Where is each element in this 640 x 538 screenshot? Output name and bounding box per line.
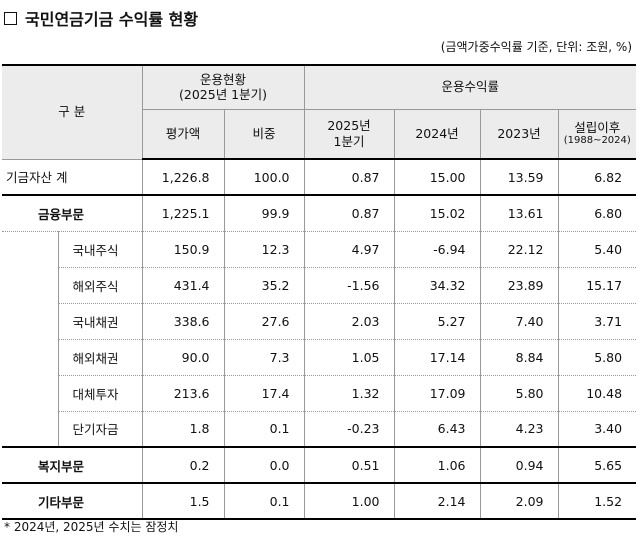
returns-table: 구 분 운용현황 (2025년 1분기) 운용수익률 평가액 비중 2025년 …	[2, 64, 637, 520]
row-label: 국내채권	[58, 303, 143, 340]
cell-2024: 2.14	[394, 482, 481, 520]
cell-weight: 27.6	[224, 303, 305, 340]
cell-2025q1: 0.87	[304, 159, 395, 196]
cell-value: 1.5	[142, 482, 225, 520]
cell-since: 15.17	[558, 267, 637, 304]
cell-2025q1: 2.03	[304, 303, 395, 340]
cell-value: 90.0	[142, 339, 225, 376]
header-since: 설립이후 (1988~2024)	[558, 109, 637, 160]
header-2024: 2024년	[394, 109, 481, 160]
cell-value: 1,225.1	[142, 195, 225, 232]
row-label: 국내주식	[58, 231, 143, 268]
cell-2023: 23.89	[480, 267, 559, 304]
cell-weight: 100.0	[224, 159, 305, 196]
header-holdings-group: 운용현황 (2025년 1분기)	[142, 64, 305, 110]
header-returns-group: 운용수익률	[304, 64, 637, 110]
cell-weight: 17.4	[224, 375, 305, 412]
unit-note: (금액가중수익률 기준, 단위: 조원, %)	[440, 40, 632, 54]
cell-since: 1.52	[558, 482, 637, 520]
title-text: 국민연금기금 수익률 현황	[25, 10, 199, 29]
cell-2024: 15.02	[394, 195, 481, 232]
cell-weight: 12.3	[224, 231, 305, 268]
cell-2023: 7.40	[480, 303, 559, 340]
cell-2024: -6.94	[394, 231, 481, 268]
cell-value: 150.9	[142, 231, 225, 268]
row-label: 단기자금	[58, 411, 143, 448]
row-label: 복지부문	[2, 446, 143, 483]
cell-2025q1: 0.51	[304, 446, 395, 483]
cell-2025q1: 4.97	[304, 231, 395, 268]
cell-2024: 17.14	[394, 339, 481, 376]
header-value: 평가액	[142, 109, 225, 160]
cell-since: 3.40	[558, 411, 637, 448]
cell-2024: 6.43	[394, 411, 481, 448]
cell-2025q1: 0.87	[304, 195, 395, 232]
checkbox-square-icon	[4, 12, 17, 25]
cell-2024: 5.27	[394, 303, 481, 340]
row-label: 금융부문	[2, 195, 143, 232]
row-label: 대체투자	[58, 375, 143, 412]
row-label: 해외주식	[58, 267, 143, 304]
cell-weight: 7.3	[224, 339, 305, 376]
cell-since: 6.82	[558, 159, 637, 196]
row-label: 기금자산 계	[2, 159, 143, 196]
cell-weight: 0.1	[224, 411, 305, 448]
cell-weight: 99.9	[224, 195, 305, 232]
cell-2025q1: 1.00	[304, 482, 395, 520]
cell-2024: 15.00	[394, 159, 481, 196]
cell-value: 0.2	[142, 446, 225, 483]
cell-2023: 0.94	[480, 446, 559, 483]
cell-2025q1: 1.05	[304, 339, 395, 376]
cell-since: 3.71	[558, 303, 637, 340]
cell-2025q1: 1.32	[304, 375, 395, 412]
header-weight: 비중	[224, 109, 305, 160]
cell-2024: 34.32	[394, 267, 481, 304]
footnote: * 2024년, 2025년 수치는 잠정치	[4, 520, 179, 534]
cell-2025q1: -0.23	[304, 411, 395, 448]
cell-value: 338.6	[142, 303, 225, 340]
cell-since: 5.65	[558, 446, 637, 483]
cell-weight: 0.0	[224, 446, 305, 483]
cell-2023: 13.61	[480, 195, 559, 232]
cell-since: 5.40	[558, 231, 637, 268]
indent-spacer	[2, 231, 59, 448]
header-category: 구 분	[2, 64, 143, 160]
cell-2023: 5.80	[480, 375, 559, 412]
cell-2023: 4.23	[480, 411, 559, 448]
cell-since: 5.80	[558, 339, 637, 376]
header-since-range: (1988~2024)	[563, 135, 631, 147]
cell-value: 213.6	[142, 375, 225, 412]
header-since-label: 설립이후	[574, 119, 621, 135]
cell-weight: 0.1	[224, 482, 305, 520]
cell-2023: 22.12	[480, 231, 559, 268]
cell-value: 1.8	[142, 411, 225, 448]
cell-2024: 17.09	[394, 375, 481, 412]
row-label: 기타부문	[2, 482, 143, 520]
header-2023: 2023년	[480, 109, 559, 160]
cell-since: 10.48	[558, 375, 637, 412]
page-title: 국민연금기금 수익률 현황	[4, 6, 198, 30]
cell-2023: 2.09	[480, 482, 559, 520]
cell-value: 1,226.8	[142, 159, 225, 196]
row-label: 해외채권	[58, 339, 143, 376]
cell-2025q1: -1.56	[304, 267, 395, 304]
cell-value: 431.4	[142, 267, 225, 304]
cell-2023: 8.84	[480, 339, 559, 376]
cell-since: 6.80	[558, 195, 637, 232]
header-2025q1: 2025년 1분기	[304, 109, 395, 160]
cell-2024: 1.06	[394, 446, 481, 483]
cell-2023: 13.59	[480, 159, 559, 196]
cell-weight: 35.2	[224, 267, 305, 304]
